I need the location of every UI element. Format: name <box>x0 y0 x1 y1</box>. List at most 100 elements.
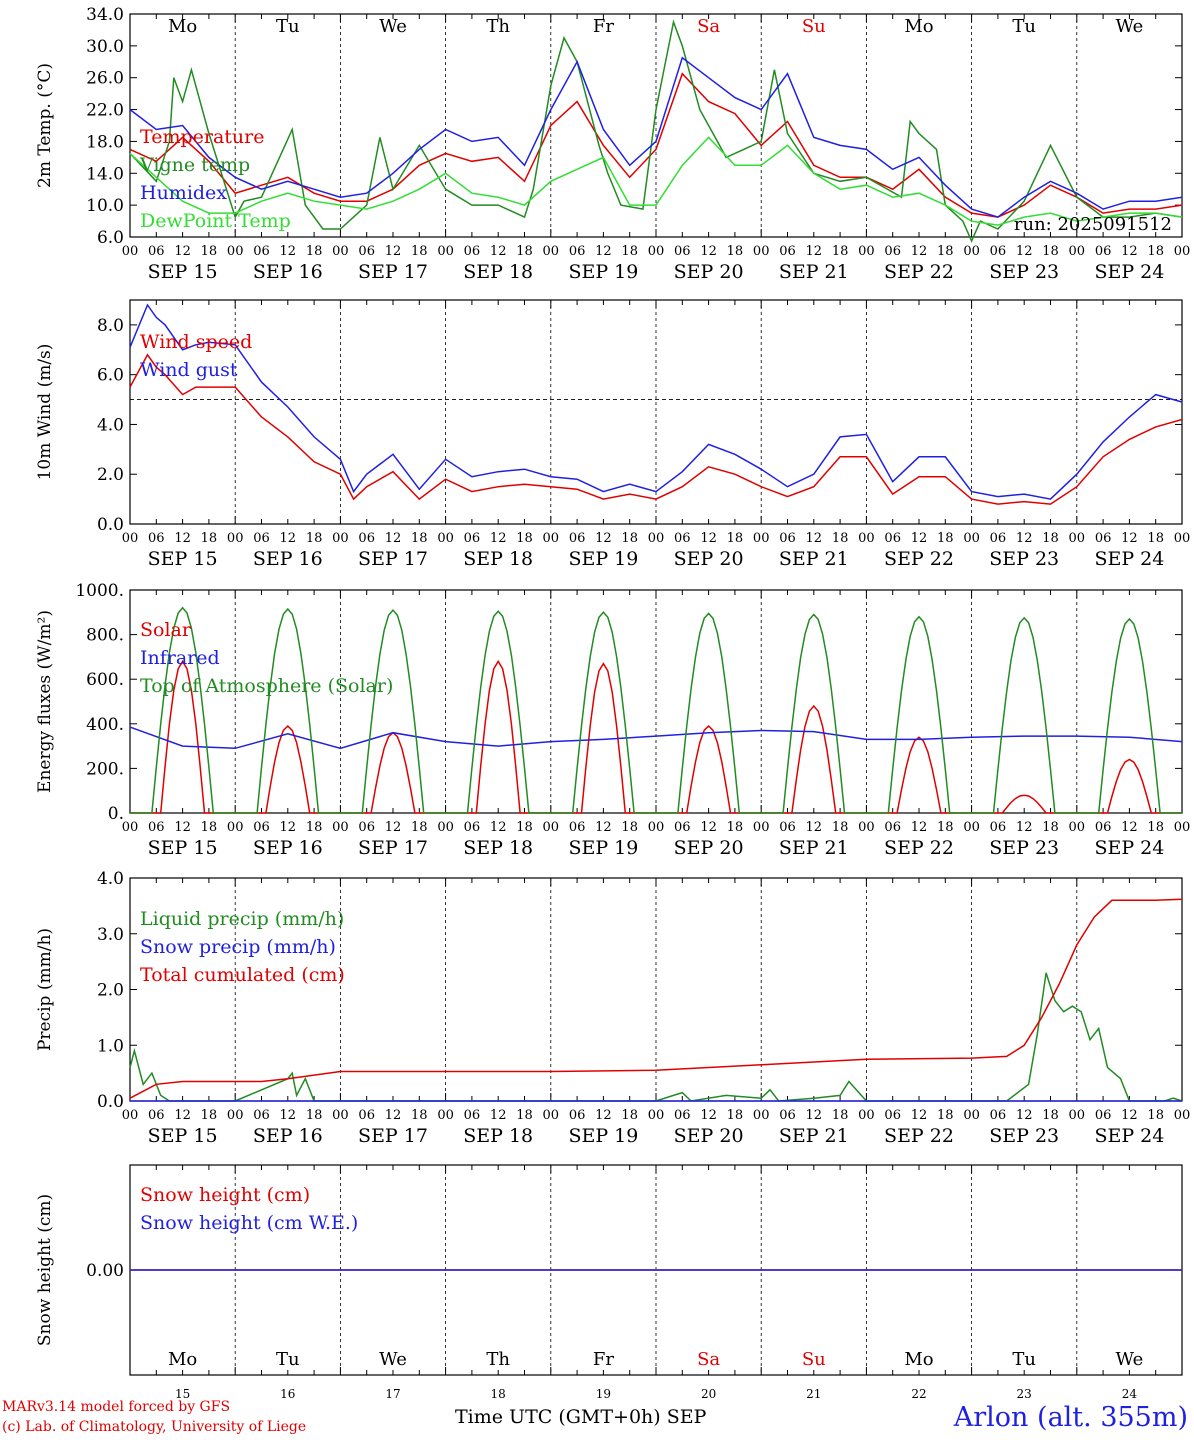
hour-tick-label: 06 <box>464 531 481 546</box>
hour-tick-label: 06 <box>148 820 165 835</box>
hour-tick-label: 12 <box>174 820 191 835</box>
hour-tick-label: 18 <box>832 820 849 835</box>
hour-tick-label: 18 <box>411 531 428 546</box>
hour-tick-label: 00 <box>332 1108 349 1123</box>
hour-tick-label: 00 <box>753 531 770 546</box>
hour-tick-label: 00 <box>332 531 349 546</box>
hour-tick-label: 12 <box>595 531 612 546</box>
date-label: SEP 20 <box>674 1125 744 1147</box>
hour-tick-label: 18 <box>727 531 744 546</box>
date-label: SEP 16 <box>253 1125 323 1147</box>
hour-tick-label: 12 <box>911 1108 928 1123</box>
y-tick-label: 1000. <box>75 581 124 601</box>
hour-tick-label: 12 <box>1121 531 1138 546</box>
y-axis-label: 10m Wind (m/s) <box>35 344 55 481</box>
date-label: SEP 18 <box>463 548 533 570</box>
hour-tick-label: 18 <box>1147 244 1164 259</box>
hour-tick-label: 06 <box>148 1108 165 1123</box>
hour-tick-label: 00 <box>1069 1108 1086 1123</box>
date-label: SEP 19 <box>568 261 638 283</box>
hour-tick-label: 00 <box>858 1108 875 1123</box>
hour-tick-label: 06 <box>253 531 270 546</box>
y-tick-label: 2.0 <box>97 465 124 485</box>
date-label: SEP 16 <box>253 548 323 570</box>
day-number-label: 17 <box>385 1387 400 1401</box>
hour-tick-label: 12 <box>700 244 717 259</box>
plot-frame <box>129 589 1183 814</box>
hour-tick-label: 00 <box>858 820 875 835</box>
hour-tick-label: 18 <box>621 820 638 835</box>
hour-tick-label: 18 <box>937 1108 954 1123</box>
hour-tick-label: 06 <box>253 820 270 835</box>
hour-tick-label: 18 <box>1147 820 1164 835</box>
hour-tick-label: 12 <box>806 1108 823 1123</box>
hour-tick-label: 12 <box>174 1108 191 1123</box>
y-tick-label: 0.00 <box>86 1261 124 1281</box>
hour-tick-label: 00 <box>648 531 665 546</box>
hour-tick-label: 12 <box>385 531 402 546</box>
hour-tick-label: 12 <box>911 244 928 259</box>
hour-tick-label: 12 <box>1121 820 1138 835</box>
hour-tick-label: 18 <box>621 531 638 546</box>
weekday-label: Mo <box>904 1349 933 1370</box>
hour-tick-label: 06 <box>464 244 481 259</box>
series-line-total-cumulated-cm- <box>129 898 1183 1099</box>
weekday-label: Fr <box>593 1349 614 1370</box>
date-label: SEP 17 <box>358 837 428 859</box>
hour-tick-label: 00 <box>437 244 454 259</box>
y-tick-label: 0.0 <box>97 1092 124 1112</box>
hour-tick-label: 06 <box>464 820 481 835</box>
weekday-label: Mo <box>168 1349 197 1370</box>
hour-tick-label: 00 <box>1174 244 1191 259</box>
day-number-label: 21 <box>806 1387 821 1401</box>
run-annotation: run: 2025091512 <box>1014 214 1172 235</box>
hour-tick-label: 18 <box>1042 1108 1059 1123</box>
model-credit: MARv3.14 model forced by GFS <box>2 1399 231 1415</box>
y-tick-label: 26.0 <box>86 69 124 89</box>
hour-tick-label: 06 <box>569 244 586 259</box>
y-tick-label: 400. <box>86 715 124 735</box>
hour-tick-label: 12 <box>911 531 928 546</box>
hour-tick-label: 00 <box>963 531 980 546</box>
hour-tick-label: 00 <box>122 531 139 546</box>
date-label: SEP 18 <box>463 1125 533 1147</box>
hour-tick-label: 18 <box>1042 244 1059 259</box>
weekday-label: We <box>1116 1349 1144 1370</box>
hour-tick-label: 06 <box>569 820 586 835</box>
hour-tick-label: 00 <box>1174 531 1191 546</box>
date-label: SEP 15 <box>148 261 218 283</box>
hour-tick-label: 18 <box>1147 1108 1164 1123</box>
day-number-label: 22 <box>911 1387 926 1401</box>
hour-tick-label: 06 <box>674 531 691 546</box>
y-tick-label: 0. <box>108 804 124 824</box>
hour-tick-label: 06 <box>1095 531 1112 546</box>
date-label: SEP 22 <box>884 548 954 570</box>
hour-tick-label: 18 <box>306 244 323 259</box>
hour-tick-label: 18 <box>201 1108 218 1123</box>
hour-tick-label: 18 <box>411 244 428 259</box>
hour-tick-label: 06 <box>569 531 586 546</box>
y-tick-label: 34.0 <box>86 5 124 25</box>
plot-frame <box>129 299 1183 525</box>
hour-tick-label: 12 <box>1016 244 1033 259</box>
date-label: SEP 24 <box>1094 261 1164 283</box>
date-label: SEP 15 <box>148 1125 218 1147</box>
hour-tick-label: 06 <box>884 244 901 259</box>
weekday-label: Tu <box>1012 16 1036 37</box>
y-axis-label: Snow height (cm) <box>35 1194 55 1346</box>
series-line-humidex <box>129 56 1183 218</box>
hour-tick-label: 18 <box>1042 531 1059 546</box>
hour-tick-label: 00 <box>1174 1108 1191 1123</box>
weekday-label: Mo <box>904 16 933 37</box>
hour-tick-label: 06 <box>1095 820 1112 835</box>
hour-tick-label: 12 <box>1016 531 1033 546</box>
weekday-label: Th <box>486 16 510 37</box>
hour-tick-label: 12 <box>174 244 191 259</box>
hour-tick-label: 06 <box>990 531 1007 546</box>
legend-entry: Vigne temp <box>139 154 250 176</box>
hour-tick-label: 18 <box>727 1108 744 1123</box>
legend-entry: Snow precip (mm/h) <box>140 936 336 958</box>
hour-tick-label: 00 <box>122 1108 139 1123</box>
hour-tick-label: 00 <box>1069 244 1086 259</box>
